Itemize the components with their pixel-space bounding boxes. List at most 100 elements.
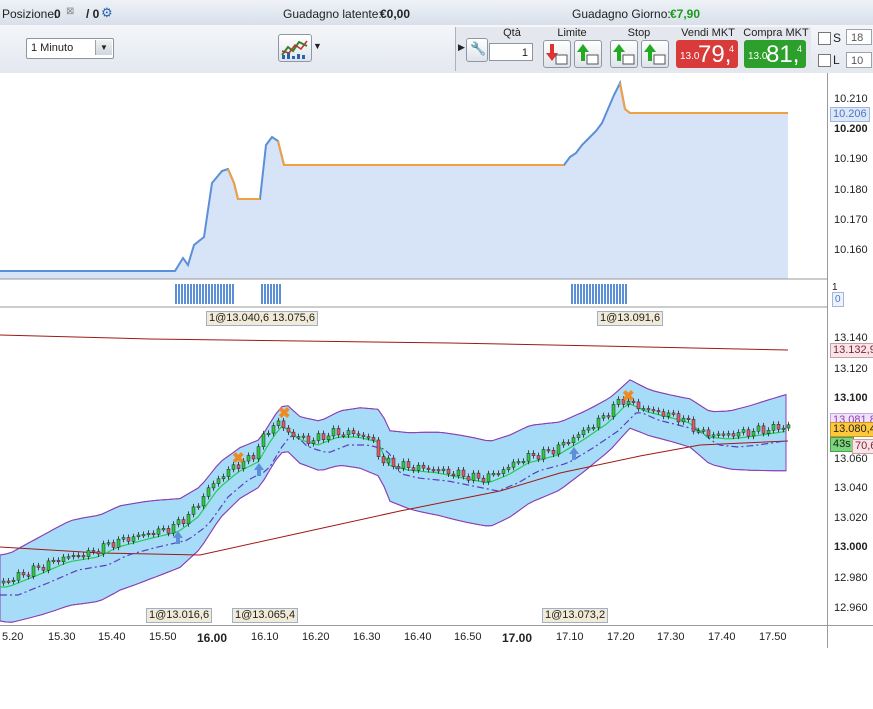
candle-body (696, 430, 701, 433)
axis-corner (827, 625, 873, 648)
candle-body (131, 536, 136, 542)
l-checkbox[interactable] (818, 54, 831, 67)
candle-body (361, 434, 366, 437)
equity-flat-segments (227, 168, 260, 200)
tick-label: 13.040 (834, 482, 868, 494)
close-position-icon[interactable]: ⊠ (66, 6, 75, 17)
price-tag: 13.080,4 (830, 422, 873, 437)
candle-body (266, 432, 271, 435)
position-bar (273, 284, 275, 304)
candle-body (316, 433, 321, 441)
time-label: 16.20 (302, 631, 330, 643)
candle-body (146, 532, 151, 535)
candle-body (441, 468, 446, 472)
l-input[interactable]: 10 (846, 52, 872, 68)
tick-label: 10.180 (834, 184, 868, 196)
candle-body (591, 427, 596, 430)
candle-body (181, 519, 186, 524)
chart-area[interactable]: ✖ ✖ ✖ 1@13.040,6 13.075,6 1@13.091,6 1@1… (0, 73, 827, 625)
limit-sell-button[interactable] (543, 40, 571, 68)
candle-body (731, 433, 736, 437)
position-bar (619, 284, 621, 304)
tick-label: 1 (832, 282, 838, 293)
time-axis[interactable]: 5.20 15.30 15.40 15.50 16.00 16.10 16.20… (0, 625, 827, 648)
candle-body (676, 413, 681, 423)
position-bar (211, 284, 213, 304)
limit-sell-icon (546, 44, 568, 65)
candle-body (586, 427, 591, 431)
candle-body (536, 455, 541, 460)
position-bar (181, 284, 183, 304)
candle-body (776, 424, 781, 430)
candle-body (436, 469, 441, 472)
candle-body (16, 572, 21, 581)
candle-body (101, 543, 106, 555)
position-bar (184, 284, 186, 304)
candle-body (521, 461, 526, 464)
time-label: 16.10 (251, 631, 279, 643)
candle-body (526, 453, 531, 462)
trade-label: 1@13.073,2 (542, 608, 609, 623)
candle-body (311, 440, 316, 444)
chart-canvas[interactable]: ✖ ✖ ✖ (0, 73, 827, 625)
position-bar (261, 284, 263, 304)
tick-label: 13.120 (834, 363, 868, 375)
chevron-down-icon[interactable]: ▼ (95, 40, 112, 55)
s-checkbox[interactable] (818, 32, 831, 45)
stop-sell-icon (613, 44, 635, 65)
candle-body (411, 467, 416, 471)
qty-input[interactable]: 1 (489, 43, 533, 61)
position-bar (199, 284, 201, 304)
candle-body (351, 430, 356, 435)
position-bar (592, 284, 594, 304)
stop-sell-button[interactable] (610, 40, 638, 68)
candle-body (151, 532, 156, 535)
candle-body (501, 469, 506, 474)
moving-average-trend (0, 440, 789, 556)
candle-body (626, 400, 631, 405)
position-bar (267, 284, 269, 304)
sell-mkt-button[interactable]: 13.0 79, 4 (676, 40, 738, 68)
candle-body (511, 461, 516, 468)
trade-label: 1@13.016,6 (146, 608, 213, 623)
position-bar (583, 284, 585, 304)
candle-body (726, 433, 731, 436)
candle-body (571, 437, 576, 443)
candle-body (661, 411, 666, 417)
limit-buy-button[interactable] (574, 40, 602, 68)
candle-body (336, 428, 341, 436)
candle-body (286, 427, 291, 433)
s-input[interactable]: 18 (846, 29, 872, 45)
time-label: 17.10 (556, 631, 584, 643)
candle-body (496, 473, 501, 476)
wrench-button[interactable]: 🔧 (466, 38, 488, 62)
position-bar (202, 284, 204, 304)
time-label: 17.00 (502, 631, 533, 645)
candle-body (6, 580, 11, 583)
candle-body (546, 449, 551, 452)
indicators-dropdown-icon[interactable]: ▼ (313, 41, 322, 51)
collapse-arrow-icon[interactable]: ▶ (458, 42, 465, 52)
sell-marker-icon: ✖ (278, 405, 291, 422)
position-bar (205, 284, 207, 304)
position-bar (223, 284, 225, 304)
stop-buy-button[interactable] (641, 40, 669, 68)
candle-body (461, 469, 466, 477)
time-label: 15.50 (149, 631, 177, 643)
indicators-button[interactable] (278, 34, 312, 62)
trade-label: 1@13.091,6 (597, 311, 664, 326)
bollinger-upper (0, 379, 787, 556)
timeframe-select[interactable]: 1 Minuto ▼ (26, 38, 114, 59)
settings-icon[interactable]: ⚙ (101, 5, 113, 20)
sell-marker-icon: ✖ (622, 388, 635, 405)
candle-body (716, 433, 721, 436)
position-bar (613, 284, 615, 304)
position-bars (175, 284, 627, 304)
candle-body (621, 398, 626, 405)
buy-mkt-button[interactable]: 13.0 81, 4 (744, 40, 806, 68)
candle-body (596, 417, 601, 428)
price-axis[interactable]: 10.210 10.206 10.200 10.190 10.180 10.17… (827, 73, 873, 625)
tick-label: 13.000 (834, 541, 868, 553)
candle-body (706, 429, 711, 437)
candle-body (221, 476, 226, 480)
